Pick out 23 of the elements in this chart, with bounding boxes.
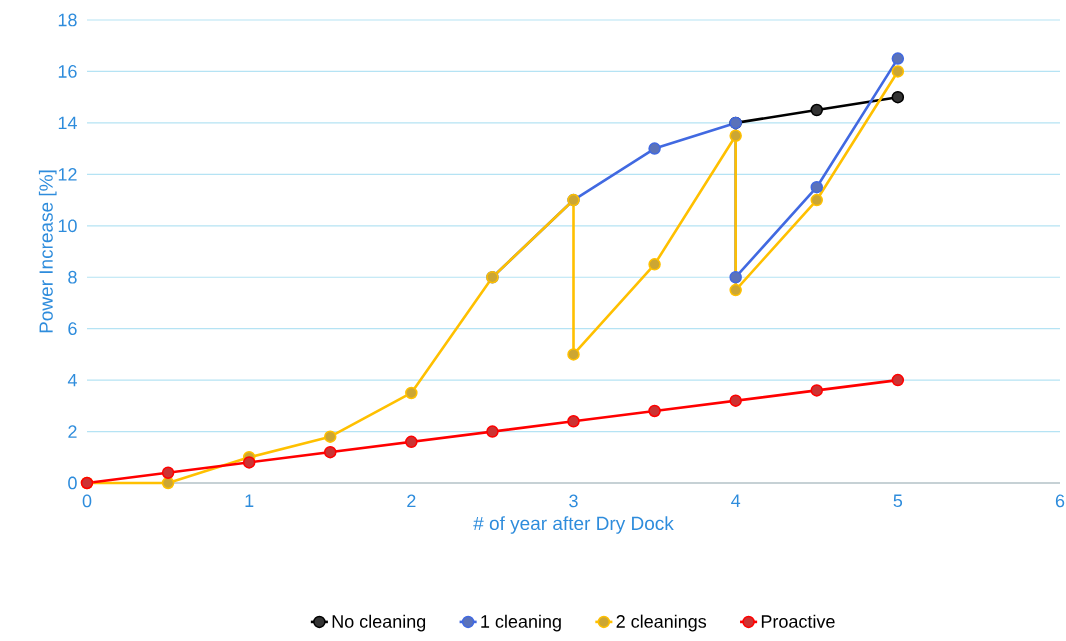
y-tick-label: 14 — [58, 116, 77, 130]
legend-label: No cleaning — [332, 614, 426, 632]
x-tick-label: 6 — [1055, 494, 1065, 508]
y-tick-label: 12 — [58, 168, 77, 181]
y-axis-title: Power Increase [%] — [38, 170, 57, 333]
y-tick-label: 4 — [67, 373, 77, 387]
y-tick-label: 2 — [68, 425, 77, 438]
x-tick-label: 5 — [893, 494, 903, 508]
x-tick-label: 3 — [569, 494, 578, 508]
x-tick-label: 4 — [731, 494, 741, 507]
x-axis-title: # of year after Dry Dock — [473, 516, 674, 534]
y-tick-label: 10 — [58, 219, 77, 233]
y-tick-label: 8 — [68, 270, 77, 284]
y-tick-label: 18 — [58, 13, 77, 27]
legend-label: 1 cleaning — [481, 614, 561, 632]
x-tick-label: 0 — [82, 494, 92, 508]
y-tick-label: 0 — [68, 476, 77, 490]
y-tick-label: 6 — [68, 322, 77, 336]
legend-label: 2 cleanings — [616, 614, 707, 632]
y-tick-label: 16 — [58, 65, 77, 78]
x-tick-label: 1 — [245, 494, 254, 507]
x-tick-label: 2 — [407, 494, 416, 508]
legend-label: Proactive — [761, 614, 835, 628]
